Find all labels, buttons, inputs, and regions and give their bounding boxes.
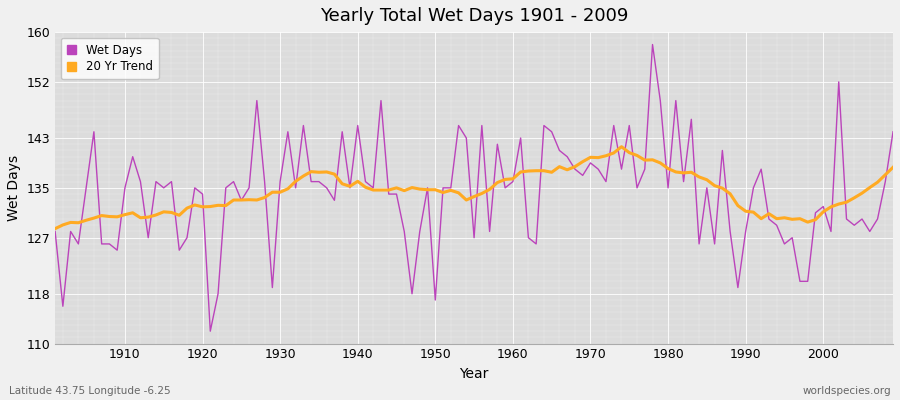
20 Yr Trend: [112, 214, 122, 219]
Wet Days: [508, 179, 518, 184]
Wet Days: [290, 186, 301, 190]
Y-axis label: Wet Days: Wet Days: [7, 155, 21, 221]
20 Yr Trend: [616, 144, 627, 149]
20 Yr Trend: [887, 165, 898, 170]
20 Yr Trend: [600, 153, 611, 158]
Wet Days: [112, 248, 122, 252]
Title: Yearly Total Wet Days 1901 - 2009: Yearly Total Wet Days 1901 - 2009: [320, 7, 628, 25]
Wet Days: [887, 129, 898, 134]
Text: worldspecies.org: worldspecies.org: [803, 386, 891, 396]
Line: 20 Yr Trend: 20 Yr Trend: [55, 147, 893, 229]
Legend: Wet Days, 20 Yr Trend: Wet Days, 20 Yr Trend: [61, 38, 158, 79]
20 Yr Trend: [329, 172, 340, 176]
Wet Days: [50, 229, 60, 234]
20 Yr Trend: [50, 226, 60, 231]
Wet Days: [337, 129, 347, 134]
20 Yr Trend: [283, 186, 293, 191]
Text: Latitude 43.75 Longitude -6.25: Latitude 43.75 Longitude -6.25: [9, 386, 171, 396]
Wet Days: [647, 42, 658, 47]
Wet Days: [608, 123, 619, 128]
20 Yr Trend: [500, 177, 510, 182]
X-axis label: Year: Year: [459, 367, 489, 381]
20 Yr Trend: [508, 176, 518, 181]
Wet Days: [205, 329, 216, 334]
Wet Days: [515, 136, 526, 140]
Line: Wet Days: Wet Days: [55, 44, 893, 331]
